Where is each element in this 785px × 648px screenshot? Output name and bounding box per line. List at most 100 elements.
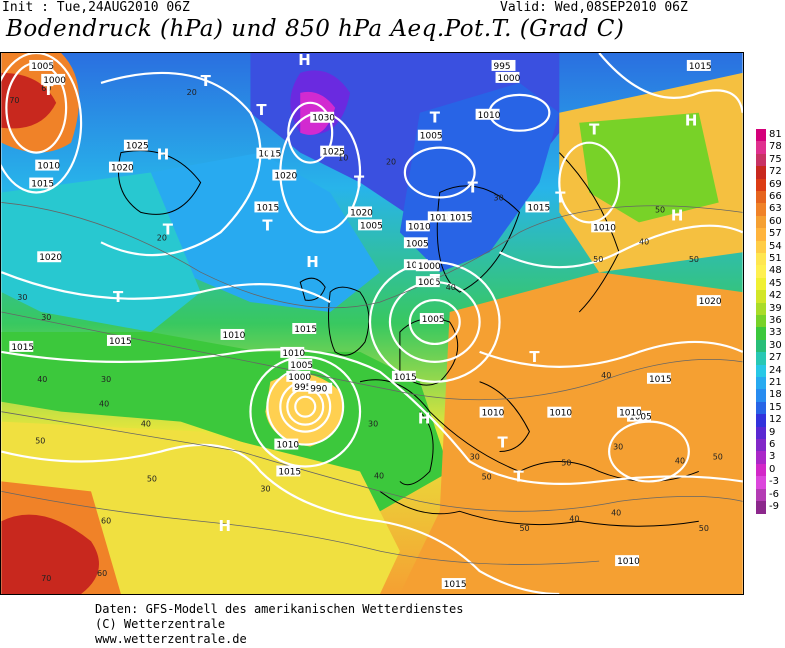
high-pressure-marker: H xyxy=(418,410,431,428)
legend-swatch xyxy=(756,290,766,304)
cyan-region xyxy=(1,172,201,332)
isobar-label: 1010 xyxy=(405,220,431,232)
isobar-label: 990 xyxy=(308,382,333,395)
isobar-label: 1020 xyxy=(108,161,134,174)
svg-text:1005: 1005 xyxy=(422,315,445,325)
svg-text:1010: 1010 xyxy=(408,222,431,232)
svg-text:1015: 1015 xyxy=(450,213,473,223)
legend-swatch xyxy=(756,277,766,291)
temperature-label: 70 xyxy=(9,96,19,105)
isobar-label: 1015 xyxy=(646,372,672,385)
high-pressure-marker: H xyxy=(685,112,698,130)
legend-swatch xyxy=(756,476,766,490)
legend-label: 66 xyxy=(769,191,782,202)
legend-label: 48 xyxy=(769,265,782,277)
svg-text:1000: 1000 xyxy=(288,373,311,383)
isobar-label: 1010 xyxy=(547,406,572,419)
isobar-label: 1015 xyxy=(9,340,34,353)
temperature-label: 30 xyxy=(470,452,480,461)
isobar-label: 1015 xyxy=(106,334,132,347)
legend-label: 51 xyxy=(769,253,782,264)
temperature-label: 50 xyxy=(561,458,571,467)
low-pressure-marker: T xyxy=(498,434,509,452)
legend-label: 0 xyxy=(769,463,776,475)
svg-text:995: 995 xyxy=(494,62,511,72)
svg-text:1005: 1005 xyxy=(420,132,443,142)
temperature-label: 30 xyxy=(101,375,111,384)
temperature-label: 50 xyxy=(593,255,603,264)
temperature-label: 50 xyxy=(147,474,157,483)
high-pressure-marker: H xyxy=(306,253,319,271)
svg-text:1000: 1000 xyxy=(498,74,521,84)
legend-label: 60 xyxy=(769,215,782,227)
low-pressure-marker: T xyxy=(529,348,540,366)
legend-swatch xyxy=(756,240,766,254)
legend-label: 21 xyxy=(769,377,782,388)
legend-label: 69 xyxy=(769,178,782,190)
legend-label: 24 xyxy=(769,364,782,376)
isobar-label: 1000 xyxy=(495,71,521,84)
temperature-label: 40 xyxy=(99,400,109,409)
svg-text:990: 990 xyxy=(310,385,327,395)
svg-text:1015: 1015 xyxy=(689,62,712,72)
footer-copyright: (C) Wetterzentrale xyxy=(95,617,226,631)
legend-swatch xyxy=(756,352,766,366)
low-pressure-marker: T xyxy=(262,216,273,234)
temperature-label: 60 xyxy=(97,569,107,578)
svg-text:1005: 1005 xyxy=(406,239,429,249)
isobar-label: 1030 xyxy=(310,111,335,124)
legend-swatch xyxy=(756,451,766,465)
legend-label: -9 xyxy=(769,501,779,512)
isobar-label: 995 xyxy=(292,380,317,393)
legend-label: 81 xyxy=(769,129,782,140)
isobar-label: 1010 xyxy=(615,555,640,567)
low-pressure-marker: T xyxy=(555,188,566,206)
temperature-label: 60 xyxy=(101,516,111,525)
low-pressure-marker: T xyxy=(43,81,54,99)
svg-text:1015: 1015 xyxy=(31,180,54,190)
isobar-label: 1025 xyxy=(320,145,345,158)
legend-swatch xyxy=(756,315,766,328)
legend-label: 72 xyxy=(769,166,782,178)
low-pressure-marker: T xyxy=(589,121,600,139)
temperature-label: 50 xyxy=(713,452,723,461)
svg-text:1010: 1010 xyxy=(549,409,572,419)
temperature-label: 20 xyxy=(187,88,197,97)
legend-swatch xyxy=(756,401,766,415)
legend-swatch xyxy=(756,488,766,502)
svg-text:1010: 1010 xyxy=(619,409,642,419)
legend-swatch xyxy=(756,141,766,155)
temperature-label: 50 xyxy=(482,472,492,481)
isobar-label: 1015 xyxy=(276,465,301,477)
legend-swatch xyxy=(756,166,766,180)
low-pressure-marker: T xyxy=(430,109,441,127)
temperature-label: 70 xyxy=(41,574,51,583)
temperature-label: 40 xyxy=(446,283,456,292)
red-southwest xyxy=(1,514,100,594)
isobar-label: 1010 xyxy=(280,346,305,359)
isobar-label: 1005 xyxy=(29,59,54,72)
footer-website: www.wetterzentrale.de xyxy=(95,632,247,646)
low-pressure-marker: T xyxy=(163,220,174,238)
legend-swatch xyxy=(756,129,766,142)
isobar-label: 1010 xyxy=(617,406,642,419)
svg-text:1015: 1015 xyxy=(294,325,317,335)
svg-text:1030: 1030 xyxy=(312,114,335,124)
isobar-label: 1005 xyxy=(415,276,441,288)
temperature-label: 30 xyxy=(494,193,504,202)
high-pressure-marker: H xyxy=(671,206,684,224)
isobar-label: 1000 xyxy=(286,370,311,383)
legend-label: 63 xyxy=(769,203,782,215)
svg-text:1015: 1015 xyxy=(258,150,281,160)
deep-red-northwest xyxy=(1,72,57,129)
footer-credits: Daten: GFS-Modell des amerikanischen Wet… xyxy=(95,602,463,647)
high-pressure-marker: H xyxy=(219,517,232,535)
temperature-label: 50 xyxy=(655,205,665,214)
isobar-label: 1020 xyxy=(348,206,373,218)
init-time: Init : Tue,24AUG2010 06Z xyxy=(2,0,190,15)
svg-text:1020: 1020 xyxy=(350,208,373,218)
temperature-label: 20 xyxy=(386,158,396,167)
svg-text:1005: 1005 xyxy=(290,361,313,371)
isobar-label: 1015 xyxy=(292,323,317,335)
